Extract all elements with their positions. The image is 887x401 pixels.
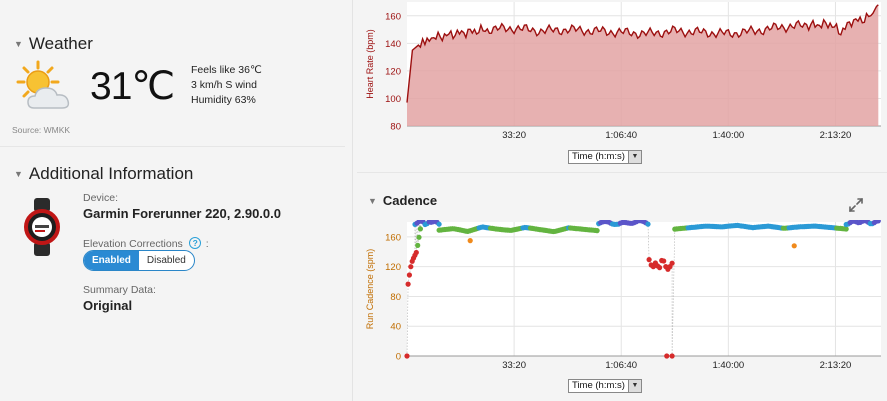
cadence-point[interactable]	[669, 353, 675, 359]
y-tick-label: 80	[390, 292, 401, 303]
collapse-triangle-icon[interactable]: ▼	[368, 195, 377, 206]
additional-info-title: Additional Information	[28, 164, 194, 183]
summary-block: Summary Data: Original	[83, 284, 156, 313]
cadence-section-header[interactable]: ▼ Cadence	[368, 193, 437, 208]
humidity-text: Humidity 63%	[191, 94, 256, 106]
weather-section-header[interactable]: ▼ Weather	[14, 34, 93, 54]
help-icon[interactable]: ?	[189, 236, 202, 249]
collapse-triangle-icon[interactable]: ▼	[14, 169, 23, 179]
feels-like-text: Feels like 36℃	[191, 64, 262, 76]
y-tick-label: 140	[385, 39, 401, 50]
x-tick-label: 33:20	[502, 130, 526, 141]
y-tick-label: 40	[390, 322, 401, 333]
device-value: Garmin Forerunner 220, 2.90.0.0	[83, 206, 281, 221]
cadence-point[interactable]	[415, 242, 421, 248]
cadence-point[interactable]	[417, 226, 423, 232]
hr-area-fill	[407, 4, 879, 126]
summary-label: Summary Data:	[83, 284, 156, 296]
cadence-chart[interactable]: 0 40 80 120 160 33:20 1:06:40 1:40:00 2:13:20 Run…	[355, 220, 887, 376]
cadence-outlier-point[interactable]	[664, 353, 670, 359]
x-tick-label: 1:40:00	[713, 360, 745, 371]
x-tick-label: 2:13:20	[820, 130, 852, 141]
cadence-point[interactable]	[669, 260, 675, 266]
cadence-point[interactable]	[661, 258, 667, 264]
time-selector-label: Time (h:m:s)	[572, 151, 625, 162]
elevation-label: Elevation Corrections	[83, 238, 183, 250]
time-selector-cadence[interactable]: Time (h:m:s) ▼	[568, 379, 642, 393]
cadence-point[interactable]	[406, 272, 412, 278]
hr-series-line[interactable]	[406, 4, 879, 103]
x-tick-label: 1:40:00	[713, 130, 745, 141]
enabled-button[interactable]: Enabled	[84, 251, 139, 270]
section-divider	[357, 172, 887, 173]
partly-cloudy-icon	[16, 60, 70, 109]
additional-info-header[interactable]: ▼ Additional Information	[14, 164, 193, 184]
y-tick-label: 120	[385, 262, 401, 273]
time-selector-label: Time (h:m:s)	[572, 380, 625, 391]
cadence-point[interactable]	[404, 353, 410, 359]
weather-title: Weather	[28, 34, 93, 53]
wind-text: 3 km/h S wind	[191, 79, 257, 91]
y-tick-label: 100	[385, 94, 401, 105]
summary-value: Original	[83, 298, 133, 313]
cadence-point[interactable]	[436, 221, 442, 227]
cadence-point[interactable]	[405, 281, 411, 287]
y-tick-label: 80	[390, 122, 401, 133]
expand-icon[interactable]	[848, 197, 864, 213]
cadence-title: Cadence	[382, 193, 438, 208]
temperature-value: 31℃	[90, 65, 175, 108]
watch-icon	[24, 198, 60, 256]
device-label: Device:	[83, 192, 119, 204]
y-axis-label: Run Cadence (spm)	[365, 249, 375, 330]
device-block: Device: Garmin Forerunner 220, 2.90.0.0	[83, 192, 281, 221]
cadence-outlier-point[interactable]	[791, 243, 797, 249]
x-tick-label: 2:13:20	[820, 360, 852, 371]
cadence-point[interactable]	[645, 221, 651, 227]
heart-rate-chart[interactable]: 80 100 120 140 160 33:20 1:06:40 1:40:00 2:13:20…	[355, 0, 887, 146]
chevron-down-icon[interactable]: ▼	[627, 151, 641, 163]
cadence-point[interactable]	[657, 265, 663, 271]
y-tick-label: 160	[385, 232, 401, 243]
y-tick-label: 160	[385, 11, 401, 22]
x-tick-label: 33:20	[502, 360, 526, 371]
collapse-triangle-icon[interactable]: ▼	[14, 39, 23, 49]
cadence-point[interactable]	[843, 226, 849, 232]
section-divider	[0, 146, 345, 147]
weather-source: Source: WMKK	[12, 125, 71, 135]
weather-details: Feels like 36℃ 3 km/h S wind Humidity 63…	[191, 63, 262, 108]
elevation-block: Elevation Corrections ? :	[83, 234, 209, 252]
chevron-down-icon[interactable]: ▼	[627, 380, 641, 392]
x-tick-label: 1:06:40	[605, 360, 637, 371]
cadence-point[interactable]	[875, 220, 881, 224]
cadence-point[interactable]	[594, 228, 600, 234]
time-selector-hr[interactable]: Time (h:m:s) ▼	[568, 150, 642, 164]
elevation-toggle[interactable]: Enabled Disabled	[83, 250, 195, 271]
elevation-colon: :	[205, 238, 209, 250]
cadence-point[interactable]	[413, 249, 419, 256]
plot-area	[407, 222, 881, 356]
left-panel: ▼ Weather 31℃ Feels like 36℃ 3 km/h S wi…	[0, 0, 345, 401]
y-tick-label: 0	[396, 352, 401, 363]
panel-divider	[352, 0, 353, 401]
y-tick-label: 120	[385, 66, 401, 77]
x-tick-label: 1:06:40	[605, 130, 637, 141]
y-axis-label: Heart Rate (bpm)	[365, 29, 375, 99]
cadence-point[interactable]	[408, 264, 414, 270]
cadence-point[interactable]	[646, 257, 652, 263]
disabled-button[interactable]: Disabled	[146, 255, 186, 266]
cadence-point[interactable]	[416, 234, 422, 240]
cadence-outlier-point[interactable]	[467, 238, 473, 244]
